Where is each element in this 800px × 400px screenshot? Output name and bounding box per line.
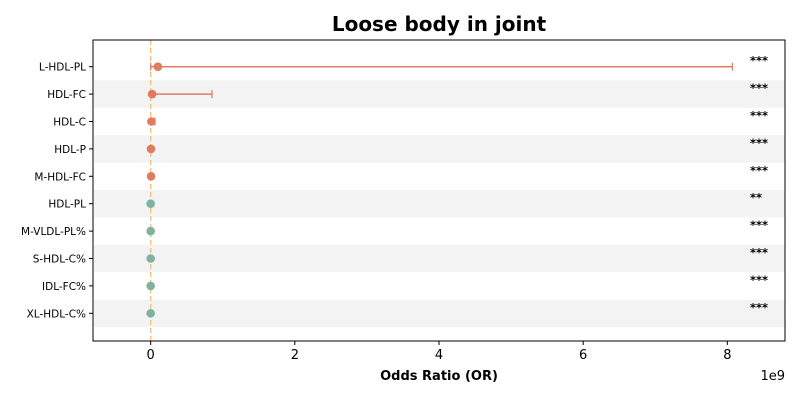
or-point	[146, 144, 156, 154]
x-axis: 0 2 4 6 8	[147, 341, 731, 363]
row-stripe	[94, 135, 785, 163]
or-point	[153, 62, 163, 71]
x-tick-label: 8	[723, 348, 731, 363]
y-tick-label: M-VLDL-PL%	[21, 226, 86, 238]
significance-label: ***	[750, 54, 768, 68]
chart-title: Loose body in joint	[332, 12, 547, 36]
y-tick-label: IDL-FC%	[42, 281, 86, 293]
y-tick-label: S-HDL-C%	[33, 254, 86, 266]
or-point	[147, 89, 157, 99]
forest-marks: *****************************	[146, 54, 768, 318]
x-axis-label: Odds Ratio (OR)	[380, 369, 498, 384]
y-tick-label: HDL-P	[54, 144, 86, 156]
x-tick-label: 4	[435, 348, 443, 363]
significance-label: ***	[750, 300, 768, 314]
row-stripe	[94, 190, 785, 218]
y-tick-label: M-HDL-FC	[34, 171, 86, 183]
row-stripes	[94, 80, 785, 327]
or-point	[146, 254, 155, 263]
x-tick-label: 0	[147, 348, 155, 363]
or-point	[146, 199, 155, 208]
or-point	[146, 226, 155, 236]
y-tick-label: HDL-PL	[48, 199, 86, 211]
y-tick-label: L-HDL-PL	[39, 62, 86, 74]
x-axis-offset-label: 1e9	[760, 369, 785, 384]
significance-label: **	[750, 191, 762, 205]
y-axis: L-HDL-PL HDL-FC HDL-C HDL-P M-HDL-FC HDL-PL M-…	[21, 62, 93, 320]
significance-label: ***	[750, 109, 768, 123]
y-tick-label: XL-HDL-C%	[27, 308, 86, 320]
y-tick-label: HDL-C	[53, 117, 86, 129]
significance-label: ***	[750, 136, 768, 150]
or-point	[147, 117, 156, 126]
or-point	[146, 172, 156, 181]
significance-label: ***	[750, 163, 768, 177]
plot-frame	[92, 39, 786, 342]
x-tick-label: 2	[291, 348, 299, 363]
x-tick-label: 6	[579, 348, 587, 363]
significance-label: ***	[750, 218, 768, 232]
row-stripe	[94, 244, 785, 273]
significance-label: ***	[750, 81, 768, 95]
or-point	[146, 281, 155, 291]
significance-label: ***	[750, 246, 768, 260]
significance-label: ***	[750, 273, 768, 287]
row-stripe	[94, 299, 785, 327]
y-tick-label: HDL-FC	[47, 89, 86, 101]
or-point	[146, 309, 155, 318]
